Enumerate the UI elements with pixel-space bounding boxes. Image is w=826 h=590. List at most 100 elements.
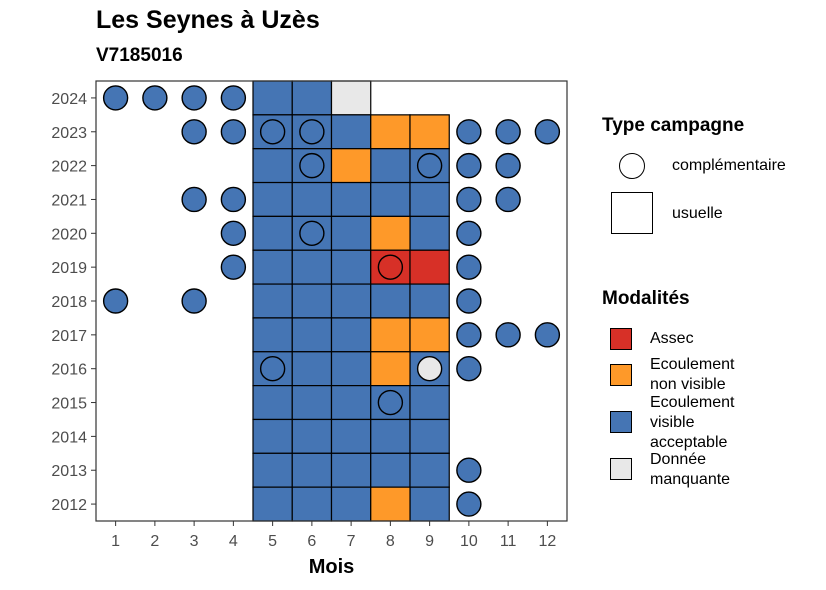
point-2017-12 xyxy=(534,322,561,348)
legend-label-visible-acceptable: Ecoulement visible acceptable xyxy=(650,394,735,451)
point-2018-3 xyxy=(181,288,207,314)
tile-2017-9 xyxy=(409,317,450,353)
tile-2014-9 xyxy=(409,418,450,454)
tile-2022-7 xyxy=(330,148,372,184)
x-tick-label-11: 11 xyxy=(500,533,517,550)
legend-label-donnee-manquante: Donnée manquante xyxy=(650,451,731,488)
tile-2021-9 xyxy=(409,181,450,217)
y-tick-label-2015: 2015 xyxy=(51,396,87,413)
legend-swatch-non-visible xyxy=(610,364,632,386)
tile-2021-5 xyxy=(252,181,293,217)
point-2023-6 xyxy=(299,119,325,145)
point-2021-10 xyxy=(456,186,482,213)
point-2023-4 xyxy=(220,119,247,145)
tile-2024-7 xyxy=(330,80,372,116)
point-2020-6 xyxy=(299,220,325,247)
legend-label-non-visible: Ecoulement non visible xyxy=(650,356,735,393)
point-2022-10 xyxy=(456,152,482,179)
point-2022-11 xyxy=(495,152,521,179)
tile-2019-6 xyxy=(291,249,333,285)
legend-label-assec: Assec xyxy=(650,330,694,347)
point-2022-6 xyxy=(299,152,325,179)
tile-2014-8 xyxy=(370,418,411,454)
x-tick-label-3: 3 xyxy=(190,533,199,550)
tile-2013-7 xyxy=(330,452,372,488)
tile-2021-7 xyxy=(330,181,372,217)
tile-2014-5 xyxy=(252,418,293,454)
point-2021-11 xyxy=(495,186,521,213)
y-tick-label-2012: 2012 xyxy=(51,497,87,514)
y-tick-label-2016: 2016 xyxy=(51,362,87,379)
tile-2022-8 xyxy=(370,148,411,184)
tile-2018-5 xyxy=(252,283,293,319)
tile-2020-9 xyxy=(409,215,450,251)
x-tick-label-4: 4 xyxy=(229,533,238,550)
tile-2015-7 xyxy=(330,385,372,421)
point-2019-8 xyxy=(377,254,404,280)
legend-type-label-usuelle: usuelle xyxy=(672,205,723,222)
legend-square-icon xyxy=(611,192,653,234)
point-2017-10 xyxy=(456,322,482,348)
point-2021-3 xyxy=(181,186,207,213)
tile-2020-8 xyxy=(370,215,411,251)
legend-modalites-title: Modalités xyxy=(602,288,690,309)
tile-2014-6 xyxy=(291,418,333,454)
tile-2023-5 xyxy=(252,114,293,150)
point-2023-5 xyxy=(259,119,286,145)
point-2024-4 xyxy=(220,85,247,111)
tile-2019-9 xyxy=(409,249,450,285)
tile-2018-7 xyxy=(330,283,372,319)
point-2018-1 xyxy=(102,288,129,314)
point-2024-1 xyxy=(102,85,129,111)
tile-2013-8 xyxy=(370,452,411,488)
y-tick-label-2024: 2024 xyxy=(51,91,87,108)
tile-2015-5 xyxy=(252,385,293,421)
tile-2024-5 xyxy=(252,80,293,116)
x-tick-label-1: 1 xyxy=(111,533,120,550)
tile-2017-6 xyxy=(291,317,333,353)
x-tick-label-7: 7 xyxy=(347,533,356,550)
point-2023-10 xyxy=(456,119,482,145)
legend-swatch-visible-acceptable xyxy=(610,411,632,433)
tile-2023-8 xyxy=(370,114,411,150)
point-2023-12 xyxy=(534,119,561,145)
tile-2012-5 xyxy=(252,486,293,522)
tile-2020-7 xyxy=(330,215,372,251)
tile-2021-8 xyxy=(370,181,411,217)
x-tick-label-8: 8 xyxy=(386,533,395,550)
tile-2012-6 xyxy=(291,486,333,522)
tile-2017-8 xyxy=(370,317,411,353)
point-2017-11 xyxy=(495,322,521,348)
tile-2014-7 xyxy=(330,418,372,454)
point-2024-3 xyxy=(181,85,207,111)
point-2016-10 xyxy=(456,355,482,382)
tile-2017-7 xyxy=(330,317,372,353)
tile-2024-6 xyxy=(291,80,333,116)
y-tick-label-2018: 2018 xyxy=(51,294,87,311)
x-tick-label-2: 2 xyxy=(150,533,159,550)
tile-2013-5 xyxy=(252,452,293,488)
tile-2012-7 xyxy=(330,486,372,522)
tile-2018-6 xyxy=(291,283,333,319)
point-2012-10 xyxy=(456,491,482,517)
point-2024-2 xyxy=(142,85,168,111)
legend-type-label-complementaire: complémentaire xyxy=(672,157,786,174)
point-2019-10 xyxy=(456,254,482,280)
tile-2018-8 xyxy=(370,283,411,319)
point-2023-3 xyxy=(181,119,207,145)
x-tick-label-10: 10 xyxy=(460,533,478,550)
legend-swatch-donnee-manquante xyxy=(610,458,632,480)
x-tick-label-6: 6 xyxy=(307,533,316,550)
tile-2021-6 xyxy=(291,181,333,217)
point-2020-4 xyxy=(220,220,247,247)
y-tick-label-2019: 2019 xyxy=(51,260,87,277)
point-2018-10 xyxy=(456,288,482,314)
y-tick-label-2017: 2017 xyxy=(51,328,87,345)
tile-2016-8 xyxy=(370,351,411,387)
tile-2018-9 xyxy=(409,283,450,319)
x-tick-label-9: 9 xyxy=(425,533,434,550)
y-tick-label-2013: 2013 xyxy=(51,463,87,480)
tile-2019-5 xyxy=(252,249,293,285)
tile-2015-9 xyxy=(409,385,450,421)
